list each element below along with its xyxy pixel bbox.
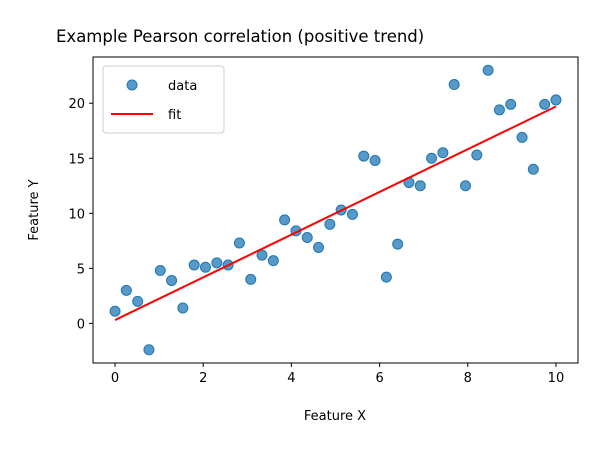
x-tick-label: 6 bbox=[375, 371, 383, 386]
data-point bbox=[245, 273, 257, 285]
y-axis-label: Feature Y bbox=[27, 179, 42, 240]
data-point bbox=[516, 131, 528, 143]
y-tick-label: 15 bbox=[68, 152, 85, 167]
data-point bbox=[313, 241, 325, 253]
x-axis-label: Feature X bbox=[304, 409, 366, 424]
data-point bbox=[233, 237, 245, 249]
legend-label-fit: fit bbox=[168, 108, 181, 123]
x-tick-label: 8 bbox=[464, 371, 472, 386]
data-point bbox=[414, 180, 426, 192]
data-point bbox=[177, 302, 189, 314]
legend-label-data: data bbox=[168, 79, 197, 94]
fit-line bbox=[114, 105, 557, 321]
chart-title: Example Pearson correlation (positive tr… bbox=[56, 27, 424, 46]
x-tick-label: 2 bbox=[199, 371, 207, 386]
data-point bbox=[550, 94, 562, 106]
ticks: 0 2 4 6 8 10 0 5 10 15 20 bbox=[68, 97, 564, 386]
legend: data fit bbox=[102, 65, 225, 134]
data-point bbox=[527, 163, 539, 175]
data-point bbox=[505, 98, 517, 110]
y-tick-label: 20 bbox=[68, 97, 85, 112]
data-point bbox=[279, 214, 291, 226]
data-point bbox=[482, 64, 494, 76]
data-point bbox=[256, 249, 268, 261]
data-point bbox=[539, 98, 551, 110]
data-point bbox=[324, 218, 336, 230]
data-point bbox=[211, 257, 223, 269]
plot-area bbox=[109, 64, 562, 356]
data-point bbox=[109, 305, 121, 317]
legend-marker-data bbox=[126, 79, 138, 91]
data-point bbox=[437, 147, 449, 159]
data-point bbox=[380, 271, 392, 283]
data-point bbox=[346, 208, 358, 220]
data-point bbox=[166, 274, 178, 286]
data-point bbox=[426, 152, 438, 164]
y-tick-label: 0 bbox=[77, 317, 85, 332]
x-tick-label: 0 bbox=[111, 371, 119, 386]
data-point bbox=[267, 255, 279, 267]
x-tick-label: 10 bbox=[548, 371, 565, 386]
data-point bbox=[358, 150, 370, 162]
data-point bbox=[132, 295, 144, 307]
data-point bbox=[448, 79, 460, 91]
legend-box bbox=[102, 65, 225, 134]
data-point bbox=[460, 180, 472, 192]
data-point bbox=[493, 104, 505, 116]
data-point bbox=[143, 344, 155, 356]
data-point bbox=[301, 232, 313, 244]
data-point bbox=[120, 284, 132, 296]
data-point bbox=[369, 154, 381, 166]
data-point bbox=[471, 149, 483, 161]
data-point bbox=[392, 238, 404, 250]
y-tick-label: 5 bbox=[77, 262, 85, 277]
x-tick-label: 4 bbox=[287, 371, 295, 386]
data-point bbox=[154, 265, 166, 277]
data-point bbox=[188, 259, 200, 271]
axes-frame bbox=[92, 56, 579, 364]
data-point bbox=[199, 261, 211, 273]
y-tick-label: 10 bbox=[68, 207, 85, 222]
